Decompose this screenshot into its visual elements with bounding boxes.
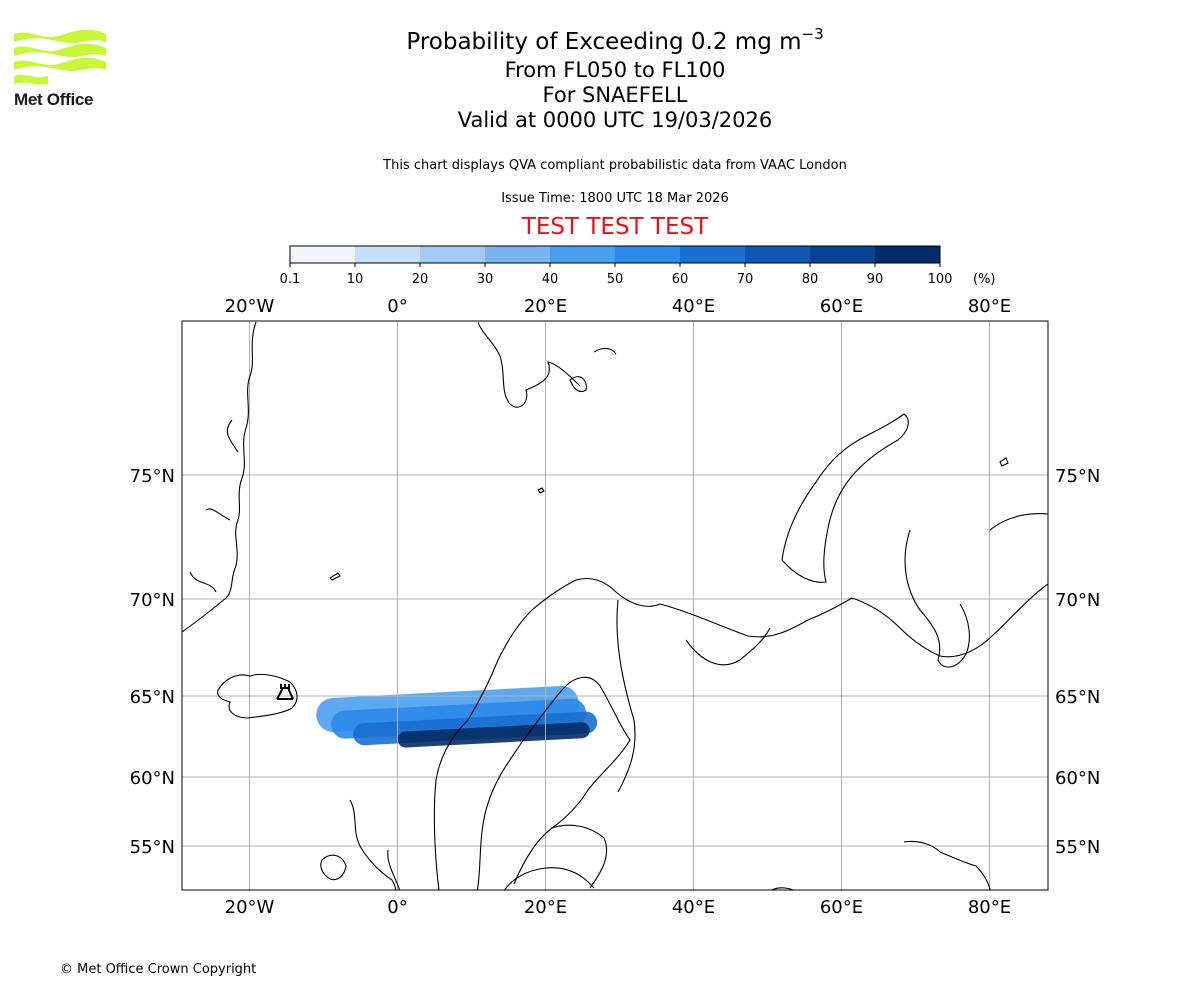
waves-icon	[14, 29, 106, 85]
lon-label: 20°E	[524, 897, 567, 918]
flight-levels: From FL050 to FL100	[504, 58, 726, 82]
coast-novaya-zemlya	[781, 413, 909, 583]
colorbar-cell	[420, 246, 486, 263]
issue-time: Issue Time: 1800 UTC 18 Mar 2026	[501, 191, 729, 206]
lat-label: 60°N	[130, 768, 175, 789]
ash-plume	[316, 685, 598, 748]
axis-labels: 20°W 20°W 0° 0° 20°E 20°E 40°E 40°E 60°E 60°E 80°E…	[130, 296, 1101, 918]
copyright: © Met Office Crown Copyright	[60, 962, 257, 977]
colorbar-cell	[615, 246, 681, 263]
colorbar-cell	[680, 246, 746, 263]
lat-label: 70°N	[130, 590, 175, 611]
met-office-logo: Met Office	[12, 28, 112, 112]
coast-greenland	[182, 321, 257, 633]
colorbar-tick-label: 60	[672, 272, 689, 287]
volcano-symbol	[276, 684, 294, 700]
colorbar-tick-label: 80	[802, 272, 819, 287]
lon-label: 40°E	[672, 897, 715, 918]
lat-label: 75°N	[130, 466, 175, 487]
colorbar-tick-label: 50	[607, 272, 624, 287]
lon-label: 40°E	[672, 296, 715, 317]
plume-band	[397, 722, 590, 748]
lon-label: 20°W	[225, 897, 275, 918]
colorbar-cell	[875, 246, 941, 263]
coast-iceland	[217, 673, 298, 719]
lat-label: 65°N	[1055, 687, 1100, 708]
graticule	[182, 321, 1048, 890]
lon-label: 20°W	[225, 296, 275, 317]
chart-title: Probability of Exceeding 0.2 mg m−3	[406, 25, 824, 56]
chart-subtitle: This chart displays QVA compliant probab…	[383, 158, 847, 173]
colorbar-tick-label: 90	[867, 272, 884, 287]
coast-sweden-finland	[476, 676, 631, 890]
volcano-name: For SNAEFELL	[542, 83, 688, 107]
lon-label: 80°E	[968, 296, 1011, 317]
logo-brand-text: Met Office	[14, 90, 94, 109]
coast-scandinavia	[387, 577, 661, 890]
colorbar-cell	[550, 246, 616, 263]
colorbar-cell	[355, 246, 421, 263]
colorbar-cell	[485, 246, 551, 263]
lat-label: 60°N	[1055, 768, 1100, 789]
colorbar: 0.1 10 20 30 40 50 60 70 80 90 100 (%)	[280, 245, 996, 287]
unit-superscript: −3	[801, 25, 824, 43]
lon-label: 60°E	[820, 897, 863, 918]
lat-label: 55°N	[130, 837, 175, 858]
colorbar-tick-label: 10	[347, 272, 364, 287]
colorbar-tick-label: 20	[412, 272, 429, 287]
lon-label: 0°	[387, 296, 407, 317]
plume-band	[353, 711, 598, 746]
test-banner: TEST TEST TEST	[521, 214, 709, 240]
coastlines	[182, 321, 1048, 890]
colorbar-tick-label: 100	[928, 272, 953, 287]
colorbar-tick-label: 40	[542, 272, 559, 287]
lat-label: 55°N	[1055, 837, 1100, 858]
lat-label: 75°N	[1055, 466, 1100, 487]
lon-label: 0°	[387, 897, 407, 918]
lat-label: 65°N	[130, 687, 175, 708]
colorbar-cell	[290, 246, 356, 263]
colorbar-tick-label: 30	[477, 272, 494, 287]
valid-time: Valid at 0000 UTC 19/03/2026	[457, 108, 773, 132]
lon-label: 20°E	[524, 296, 567, 317]
lon-label: 60°E	[820, 296, 863, 317]
colorbar-tick-label: 70	[737, 272, 754, 287]
plume-band	[331, 698, 587, 739]
colorbar-tick-label: 0.1	[280, 272, 301, 287]
coast-svalbard	[477, 321, 581, 408]
lat-label: 70°N	[1055, 590, 1100, 611]
coast-uk	[349, 799, 397, 890]
map-frame	[181, 320, 1049, 891]
chart-title-block: Probability of Exceeding 0.2 mg m−3 From…	[315, 26, 915, 133]
colorbar-unit: (%)	[973, 272, 996, 287]
colorbar-cell	[745, 246, 811, 263]
colorbar-cell	[810, 246, 876, 263]
coast-russia	[659, 583, 1048, 658]
lon-label: 80°E	[968, 897, 1011, 918]
plume-band	[316, 685, 579, 732]
